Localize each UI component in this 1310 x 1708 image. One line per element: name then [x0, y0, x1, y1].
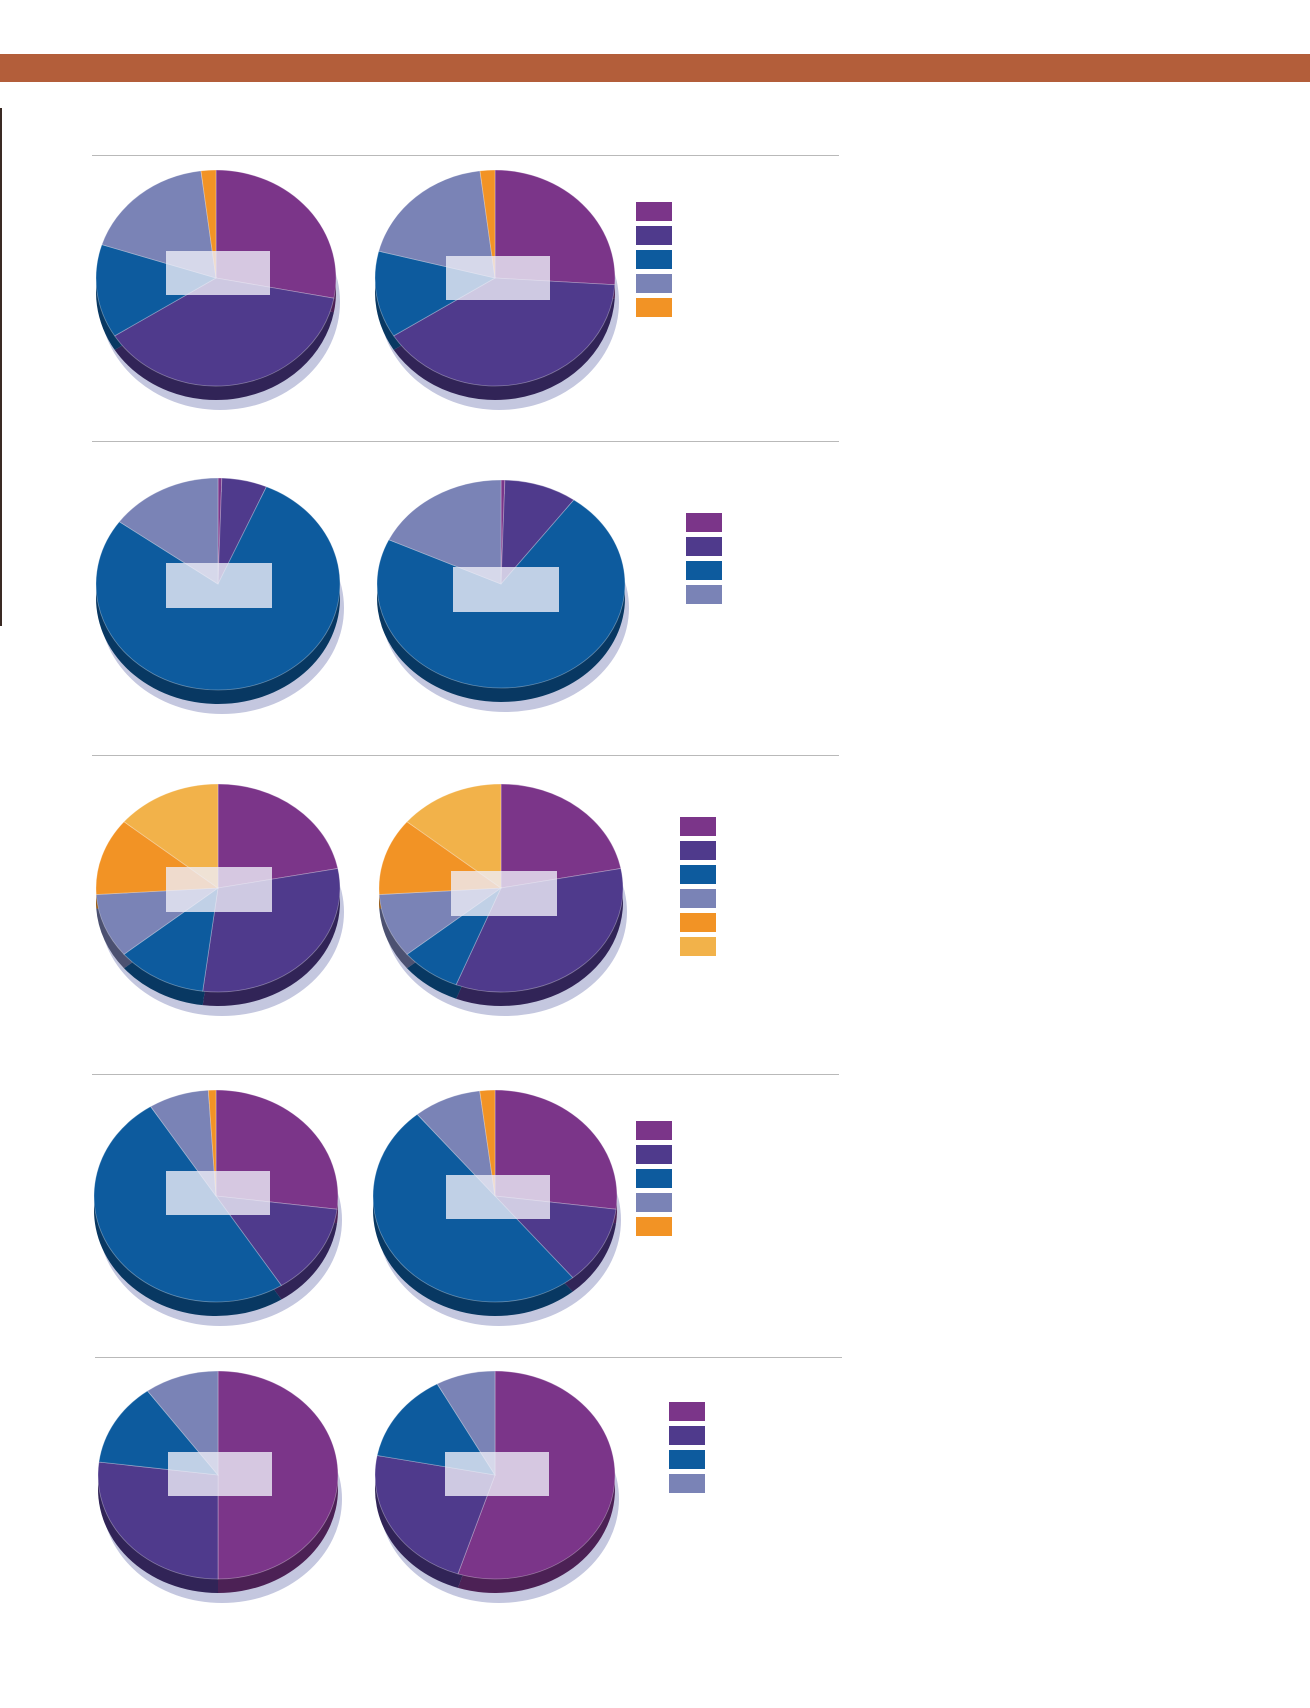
legend-swatch: [669, 1474, 705, 1493]
legend-swatch: [686, 561, 722, 580]
pie-label-box: [445, 1452, 549, 1496]
pie-slice-2-2-2: [500, 479, 575, 586]
pie-label-box: [166, 867, 272, 912]
pie-chart: [95, 169, 340, 410]
section-divider: [92, 441, 839, 442]
pie-slice-5-2-4: [436, 1370, 496, 1477]
section-divider: [95, 1357, 842, 1358]
pie-slice-1-1-3: [95, 244, 218, 337]
legend-swatch: [669, 1450, 705, 1469]
pie-chart: [93, 1089, 342, 1326]
pie-slice-1-2-2: [393, 277, 616, 387]
pie-slice-4-1-2: [215, 1195, 338, 1287]
legend-swatch: [636, 250, 672, 269]
pie-label-box: [446, 1175, 550, 1219]
pie-slice-5-1-4: [146, 1370, 219, 1477]
legend-swatch: [669, 1426, 705, 1445]
pie-slice-1-1-2: [114, 277, 335, 387]
pie-slice-2-2-1: [500, 479, 506, 585]
legend-swatch: [636, 1169, 672, 1188]
legend-swatch: [636, 1193, 672, 1212]
pie-label-box: [451, 871, 557, 916]
legend-swatch: [680, 841, 716, 860]
pie-label-box: [166, 1171, 270, 1215]
legend-swatch: [636, 274, 672, 293]
pie-chart: [374, 1370, 619, 1603]
legend-swatch: [636, 298, 672, 317]
pie-label-box: [166, 563, 272, 608]
pie-slice-3-1-6: [123, 783, 219, 889]
legend-swatch: [636, 1145, 672, 1164]
legend-swatch: [636, 1217, 672, 1236]
pie-slice-4-2-4: [416, 1090, 496, 1198]
left-margin-rule: [0, 108, 2, 626]
pie-slice-3-2-6: [406, 783, 502, 889]
section-divider: [92, 155, 839, 156]
pie-slice-2-2-4: [388, 479, 502, 585]
legend-swatch: [686, 585, 722, 604]
pie-label-box: [166, 251, 270, 295]
pie-slice-4-2-5: [479, 1089, 496, 1197]
legend-swatch: [636, 202, 672, 221]
legend-swatch: [636, 1121, 672, 1140]
pie-slice-4-1-5: [207, 1089, 217, 1197]
pie-label-box: [446, 256, 550, 300]
pie-slice-3-1-1: [217, 783, 339, 889]
pie-slice-2-1-2: [217, 477, 268, 585]
legend-swatch: [680, 937, 716, 956]
legend-swatch: [680, 913, 716, 932]
legend-swatch: [686, 513, 722, 532]
header-banner: [0, 54, 1310, 82]
pie-slice-1-2-4: [378, 170, 496, 279]
pie-slice-1-2-5: [479, 169, 496, 279]
section-divider: [92, 755, 839, 756]
legend-swatch: [636, 226, 672, 245]
pie-slice-2-1-4: [118, 477, 219, 585]
pie-label-box: [168, 1452, 272, 1496]
legend-swatch: [680, 865, 716, 884]
pie-label-box: [453, 567, 559, 612]
legend-swatch: [680, 889, 716, 908]
legend-swatch: [669, 1402, 705, 1421]
pie-slice-3-2-1: [500, 783, 622, 889]
pie-slice-2-1-1: [217, 477, 223, 585]
legend-swatch: [686, 537, 722, 556]
pie-slice-3-1-3: [123, 887, 219, 992]
section-divider: [92, 1074, 839, 1075]
pie-slice-5-1-1: [217, 1370, 339, 1580]
legend-swatch: [680, 817, 716, 836]
pie-slice-4-1-4: [150, 1089, 217, 1198]
